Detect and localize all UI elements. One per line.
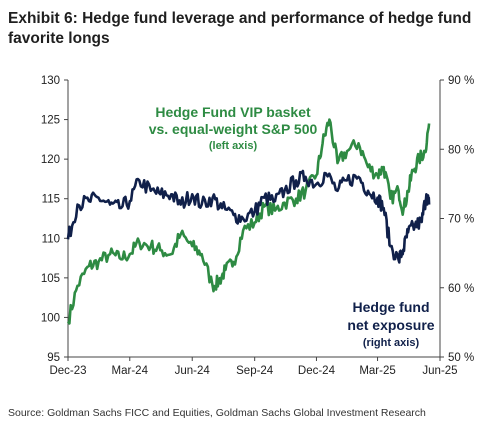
right-tick-label: 70 % — [448, 214, 474, 226]
navy-annotation-line2: net exposure — [347, 317, 434, 333]
left-tick-label: 120 — [41, 154, 60, 166]
right-tick-label: 80 % — [448, 144, 474, 156]
left-tick-label: 95 — [47, 352, 60, 364]
chart-title-line2: favorite longs — [8, 30, 110, 47]
right-tick-label: 60 % — [448, 283, 474, 295]
green-annotation-line2: vs. equal-weight S&P 500 — [149, 121, 318, 137]
chart-title: Exhibit 6: Hedge fund leverage and perfo… — [8, 9, 488, 49]
left-tick-label: 110 — [42, 233, 60, 245]
x-tick-label: Dec-24 — [298, 365, 336, 377]
x-tick-label: Jun-24 — [175, 365, 211, 377]
series-line-net-exposure — [66, 169, 431, 264]
chart-title-line1: Exhibit 6: Hedge fund leverage and perfo… — [8, 10, 472, 27]
series-line-vip-basket — [66, 118, 431, 325]
x-tick-label: Jun-25 — [422, 365, 457, 377]
x-tick-label: Mar-25 — [359, 365, 395, 377]
x-tick-label: Sep-24 — [236, 365, 274, 377]
left-tick-label: 105 — [41, 273, 60, 285]
x-tick-label: Mar-24 — [112, 365, 149, 377]
axes: 95 100 105 110 115 120 125 130 50 % 60 % 70 % 80 % 9… — [41, 75, 474, 377]
series-group — [66, 118, 431, 325]
navy-annotation-line1: Hedge fund — [353, 299, 430, 315]
left-tick-label: 130 — [41, 75, 60, 87]
source-note: Source: Goldman Sachs FICC and Equities,… — [8, 407, 426, 419]
green-annotation-line1: Hedge Fund VIP basket — [155, 104, 311, 120]
right-tick-label: 90 % — [448, 75, 474, 87]
left-tick-label: 115 — [42, 194, 60, 206]
right-tick-label: 50 % — [448, 352, 474, 364]
green-annotation-line3: (left axis) — [209, 140, 258, 152]
annotations: Hedge Fund VIP basket vs. equal-weight S… — [149, 104, 435, 349]
navy-annotation-line3: (right axis) — [363, 337, 420, 349]
left-tick-label: 100 — [41, 312, 60, 324]
left-tick-label: 125 — [41, 115, 60, 127]
x-tick-label: Dec-23 — [49, 365, 86, 377]
